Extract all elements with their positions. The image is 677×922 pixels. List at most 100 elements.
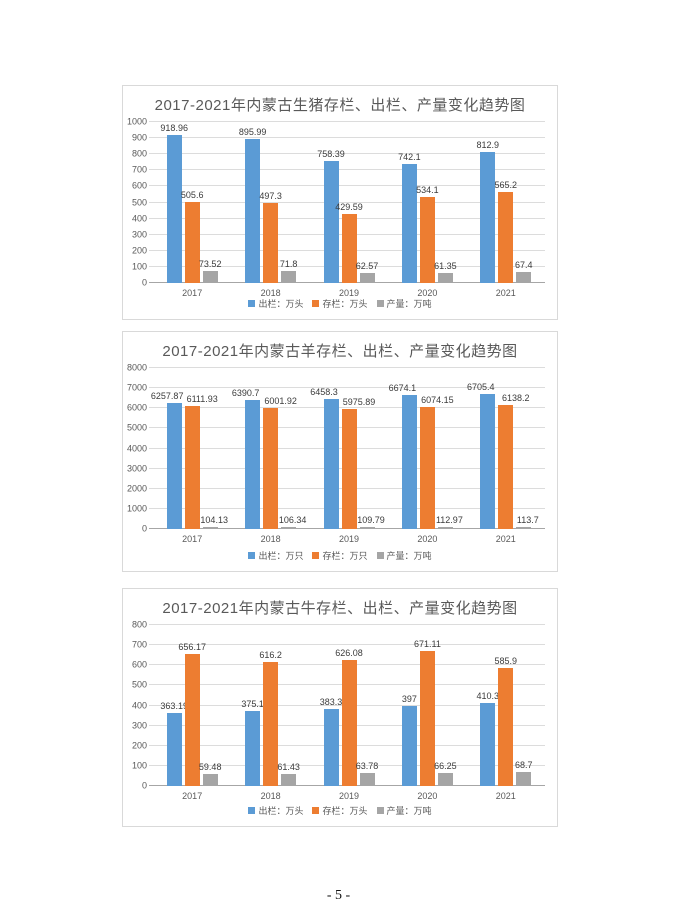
legend-item: 存栏：万只 [312,549,368,562]
bar-value-label: 68.7 [515,760,533,771]
bar-pig-series1-2017 [184,201,200,283]
y-axis-label: 0 [141,277,147,288]
y-axis-label: 2000 [126,483,147,494]
bar-pig-series2-2018 [281,271,297,283]
y-axis-label: 0 [141,523,147,534]
y-axis-label: 0 [141,780,147,791]
legend-label: 出栏：万头 [258,806,304,816]
bar-cattle-series1-2018 [263,662,279,786]
bar-value-label: 6001.92 [264,396,297,407]
y-axis-label: 300 [131,229,147,240]
bar-sheep-series2-2021 [516,526,532,529]
bar-value-label: 63.78 [355,761,379,772]
bar-pig-series1-2020 [419,197,435,283]
y-axis-label: 300 [131,720,147,731]
legend-swatch-blue [248,807,256,814]
x-axis-label: 2021 [495,534,516,544]
bar-value-label: 62.57 [355,260,379,271]
bar-value-label: 616.2 [259,650,282,660]
bar-sheep-series1-2018 [263,408,279,529]
legend-swatch-blue [248,300,256,307]
chart-panel-sheep: 2017-2021年内蒙古羊存栏、出栏、产量变化趋势图 0 1000 2000 3000… [122,331,558,572]
bar-value-label: 671.11 [413,638,441,649]
y-axis-label: 500 [131,197,147,207]
y-axis-label: 600 [131,180,147,191]
bar-sheep-series1-2020 [419,406,435,529]
y-axis-label: 5000 [126,422,147,433]
bar-sheep-series0-2018 [245,400,261,529]
chart-panel-pig: 2017-2021年内蒙古生猪存栏、出栏、产量变化趋势图 0 100 200 300 40… [122,85,558,320]
bar-value-label: 397 [401,694,417,705]
legend-label: 产量：万吨 [386,551,432,561]
x-axis-label: 2017 [182,288,203,298]
bar-cattle-series0-2018 [245,710,261,786]
y-axis-label: 800 [131,619,147,630]
bar-pig-series2-2021 [516,272,532,283]
y-axis-label: 100 [131,760,147,771]
x-axis-label: 2019 [338,791,360,801]
x-axis-label: 2017 [182,791,203,801]
x-axis-label: 2017 [182,534,203,544]
bar-value-label: 6458.3 [310,387,338,398]
legend-label: 出栏：万只 [258,551,304,561]
legend-item: 产量：万吨 [376,297,432,310]
bar-value-label: 67.4 [515,260,533,271]
bar-value-label: 6138.2 [502,393,530,404]
gridline [149,201,545,203]
bar-value-label: 742.1 [398,151,421,162]
bar-value-label: 6257.87 [150,391,184,402]
chart-legend: 出栏：万头 存栏：万头 产量：万吨 [123,804,557,817]
x-axis-label: 2019 [338,288,360,298]
x-axis-label: 2020 [417,534,438,544]
y-axis-label: 4000 [126,443,147,453]
legend-label: 存栏：万头 [322,299,368,309]
bar-value-label: 497.3 [259,190,282,201]
x-axis-label: 2018 [260,534,281,544]
bar-value-label: 6390.7 [231,388,260,399]
y-axis-label: 1000 [126,503,147,514]
gridline [149,121,545,122]
legend-label: 存栏：万只 [322,551,368,561]
bar-sheep-series2-2020 [437,526,453,529]
bar-value-label: 5975.89 [342,396,376,407]
legend-swatch-gray [376,552,384,559]
x-axis-label: 2020 [417,791,438,801]
bar-pig-series1-2019 [341,213,357,283]
gridline [149,367,545,368]
y-axis-label: 400 [131,213,147,224]
legend-label: 存栏：万头 [322,806,368,816]
y-axis-label: 1000 [126,116,147,127]
bar-cattle-series0-2019 [323,708,339,786]
chart-panel-cattle: 2017-2021年内蒙古牛存栏、出栏、产量变化趋势图 0 100 200 300 400… [122,588,558,827]
bar-value-label: 410.3 [476,691,500,702]
bar-value-label: 656.17 [178,641,206,652]
x-axis-label: 2021 [495,288,516,298]
x-axis-label: 2021 [495,791,516,801]
bar-value-label: 758.39 [317,148,345,159]
bar-value-label: 375.1 [241,698,264,709]
y-axis-label: 100 [131,261,147,272]
bar-value-label: 383.3 [319,696,343,707]
legend-swatch-orange [312,552,320,559]
bar-sheep-series0-2020 [401,394,417,529]
bar-value-label: 73.52 [198,259,222,270]
legend-swatch-orange [312,300,320,307]
bar-value-label: 363.19 [160,700,188,711]
bar-value-label: 112.97 [435,514,463,525]
y-axis-label: 400 [131,700,147,710]
bar-pig-series0-2021 [480,152,496,283]
y-axis-label: 700 [131,164,147,175]
bar-cattle-series2-2019 [359,773,375,786]
legend-item: 产量：万吨 [376,549,432,562]
bar-cattle-series1-2019 [341,660,357,786]
bar-pig-series2-2019 [359,272,375,283]
chart-title: 2017-2021年内蒙古生猪存栏、出栏、产量变化趋势图 [154,97,526,114]
chart-title: 2017-2021年内蒙古羊存栏、出栏、产量变化趋势图 [162,343,518,360]
bar-value-label: 626.08 [335,648,363,659]
bar-value-label: 59.48 [198,762,222,773]
bar-sheep-series0-2021 [480,394,496,529]
bar-value-label: 109.79 [357,514,385,525]
bar-cattle-series2-2020 [437,772,453,786]
legend-item: 出栏：万只 [248,549,303,562]
bar-pig-series2-2017 [202,271,218,283]
